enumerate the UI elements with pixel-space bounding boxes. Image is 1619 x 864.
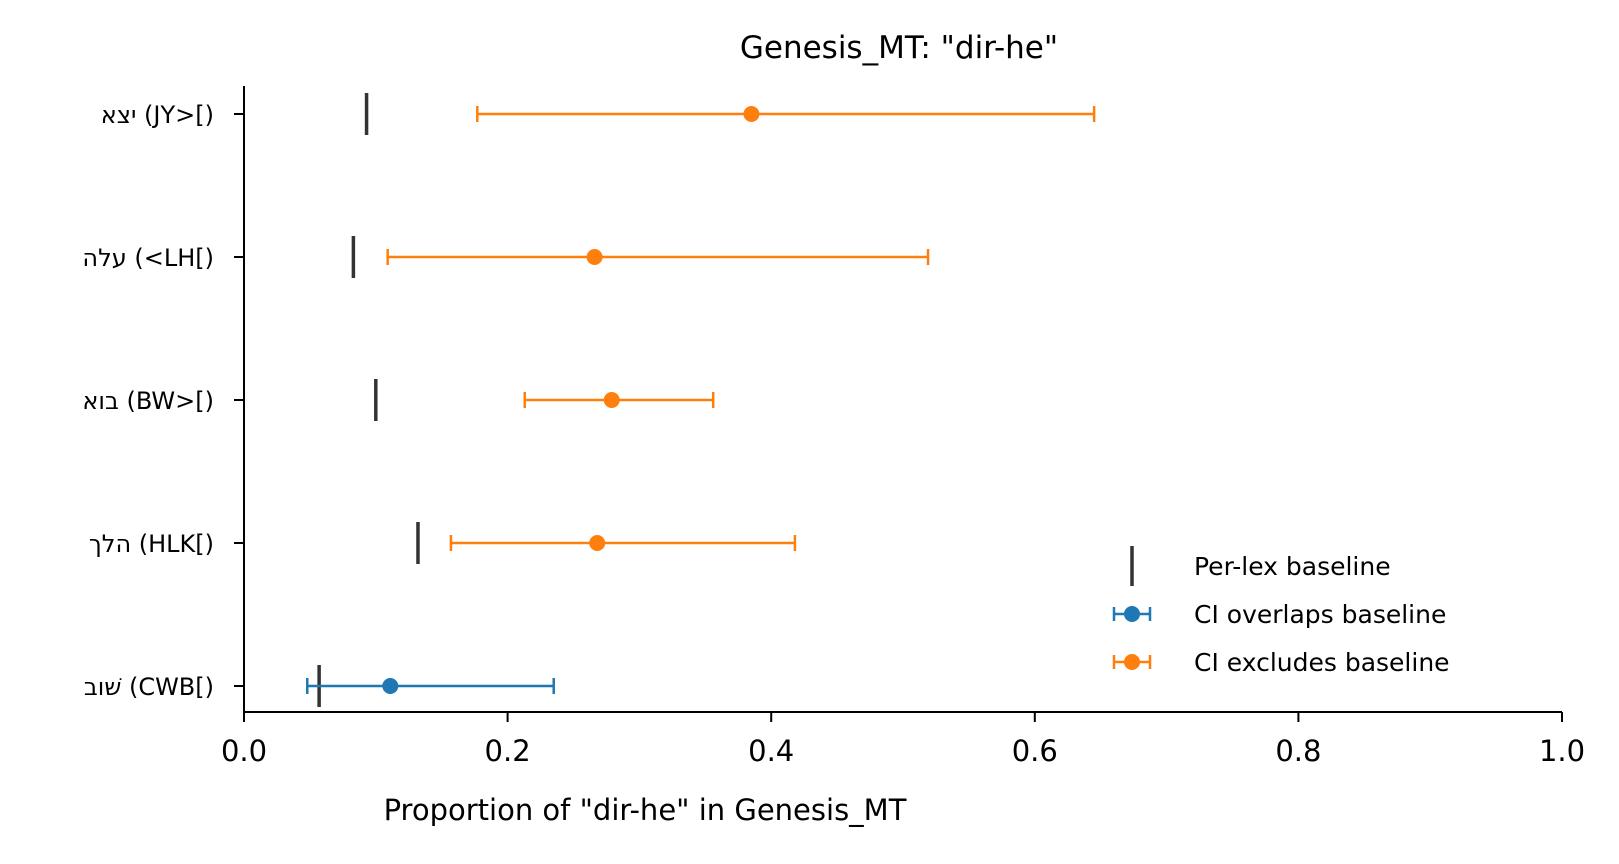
legend-point-swatch [1124,654,1140,670]
x-tick-label: 1.0 [1539,734,1585,768]
x-tick-label: 0.6 [1012,734,1058,768]
legend-label: Per-lex baseline [1194,552,1391,581]
axes: 0.0 0.2 0.4 0.6 0.8 1.0 יצא (JY>[) עלה (<LH[) בו… [82,86,1585,768]
y-tick-label: יצא (JY>[) [101,101,214,129]
x-tick-label: 0.4 [748,734,794,768]
y-tick-label: עלה (<LH[) [82,244,214,272]
legend-point-swatch [1124,606,1140,622]
plot-marks [306,93,1096,707]
y-tick-label: שׁוב (CWB[) [84,673,214,701]
estimate-point [586,249,603,265]
legend-label: CI excludes baseline [1194,648,1450,677]
estimate-point [589,535,606,551]
estimate-point [382,678,399,694]
x-tick-label: 0.0 [221,734,267,768]
x-axis-label: Proportion of "dir-he" in Genesis_MT [384,793,907,827]
legend-label: CI overlaps baseline [1194,600,1446,629]
estimate-point [743,106,760,122]
legend: Per-lex baseline CI overlaps baseline CI e… [1112,546,1450,677]
y-tick-label: בוא (BW>[) [82,387,214,415]
x-tick-label: 0.2 [485,734,531,768]
estimate-point [603,392,620,408]
chart-title: Genesis_MT: "dir-he" [740,30,1058,66]
x-tick-label: 0.8 [1275,734,1321,768]
y-tick-label: הלך (HLK[) [89,530,214,558]
